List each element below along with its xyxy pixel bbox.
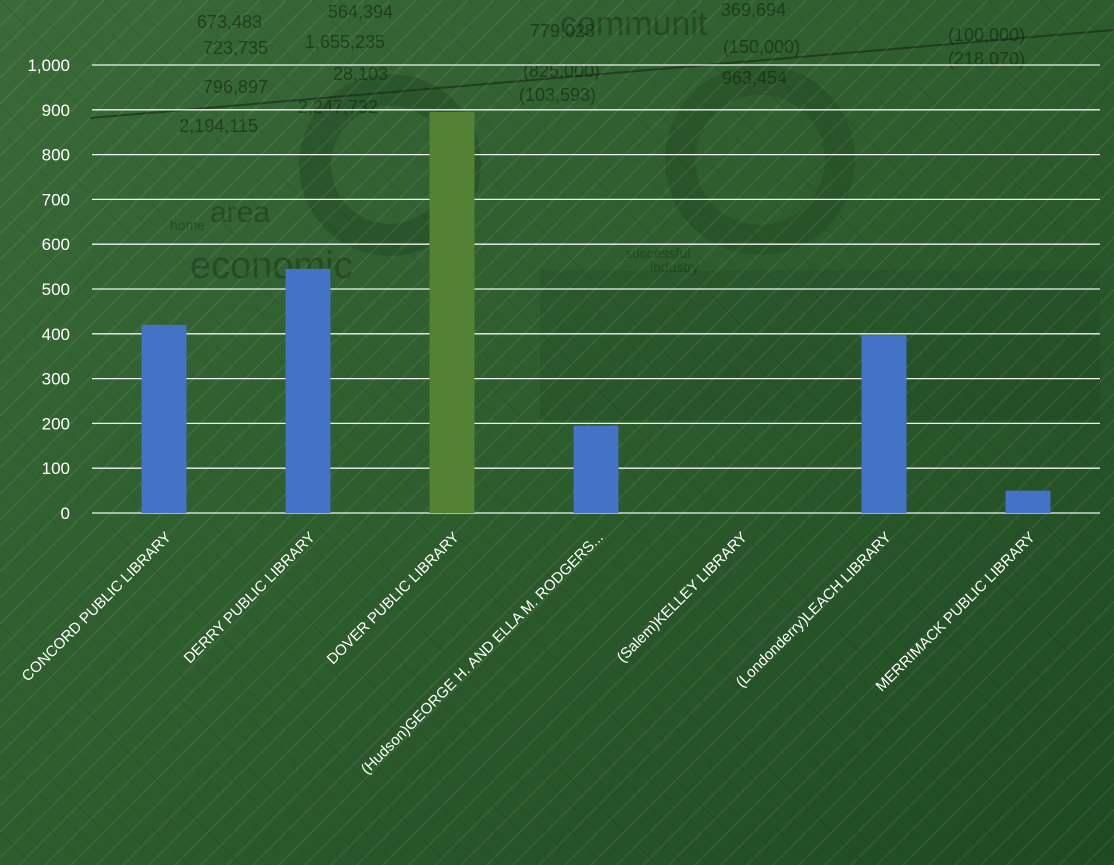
- x-category-label: DOVER PUBLIC LIBRARY: [324, 529, 463, 668]
- y-tick-label: 900: [42, 101, 70, 120]
- y-tick-label: 700: [42, 190, 70, 209]
- x-axis: CONCORD PUBLIC LIBRARY DERRY PUBLIC LIBRA…: [19, 529, 1039, 778]
- bar: [429, 112, 475, 513]
- x-category-label: CONCORD PUBLIC LIBRARY: [19, 529, 175, 685]
- y-tick-label: 400: [42, 325, 70, 344]
- x-category-label: MERRIMACK PUBLIC LIBRARY: [873, 529, 1039, 695]
- x-category-label: (Londonderry)LEACH LIBRARY: [733, 529, 895, 691]
- y-tick-label: 0: [61, 504, 70, 523]
- x-category-label: DERRY PUBLIC LIBRARY: [181, 529, 319, 667]
- gridlines: [92, 64, 1100, 514]
- y-tick-label: 200: [42, 414, 70, 433]
- x-category-label: (Salem)KELLEY LIBRARY: [614, 529, 751, 666]
- bar: [573, 425, 619, 513]
- y-tick-label: 1,000: [27, 56, 70, 75]
- y-tick-label: 300: [42, 370, 70, 389]
- bar: [861, 335, 907, 513]
- x-category-label: (Hudson)GEORGE H. AND ELLA M. RODGERS...: [358, 529, 607, 778]
- y-axis: 0 100 200 300 400 500 600 700 800 900 1,000: [27, 56, 70, 523]
- y-tick-label: 800: [42, 146, 70, 165]
- bar: [1005, 490, 1051, 513]
- bar: [285, 268, 331, 513]
- bars: [141, 112, 1051, 513]
- bar: [141, 324, 187, 513]
- y-tick-label: 100: [42, 459, 70, 478]
- y-tick-label: 600: [42, 235, 70, 254]
- y-tick-label: 500: [42, 280, 70, 299]
